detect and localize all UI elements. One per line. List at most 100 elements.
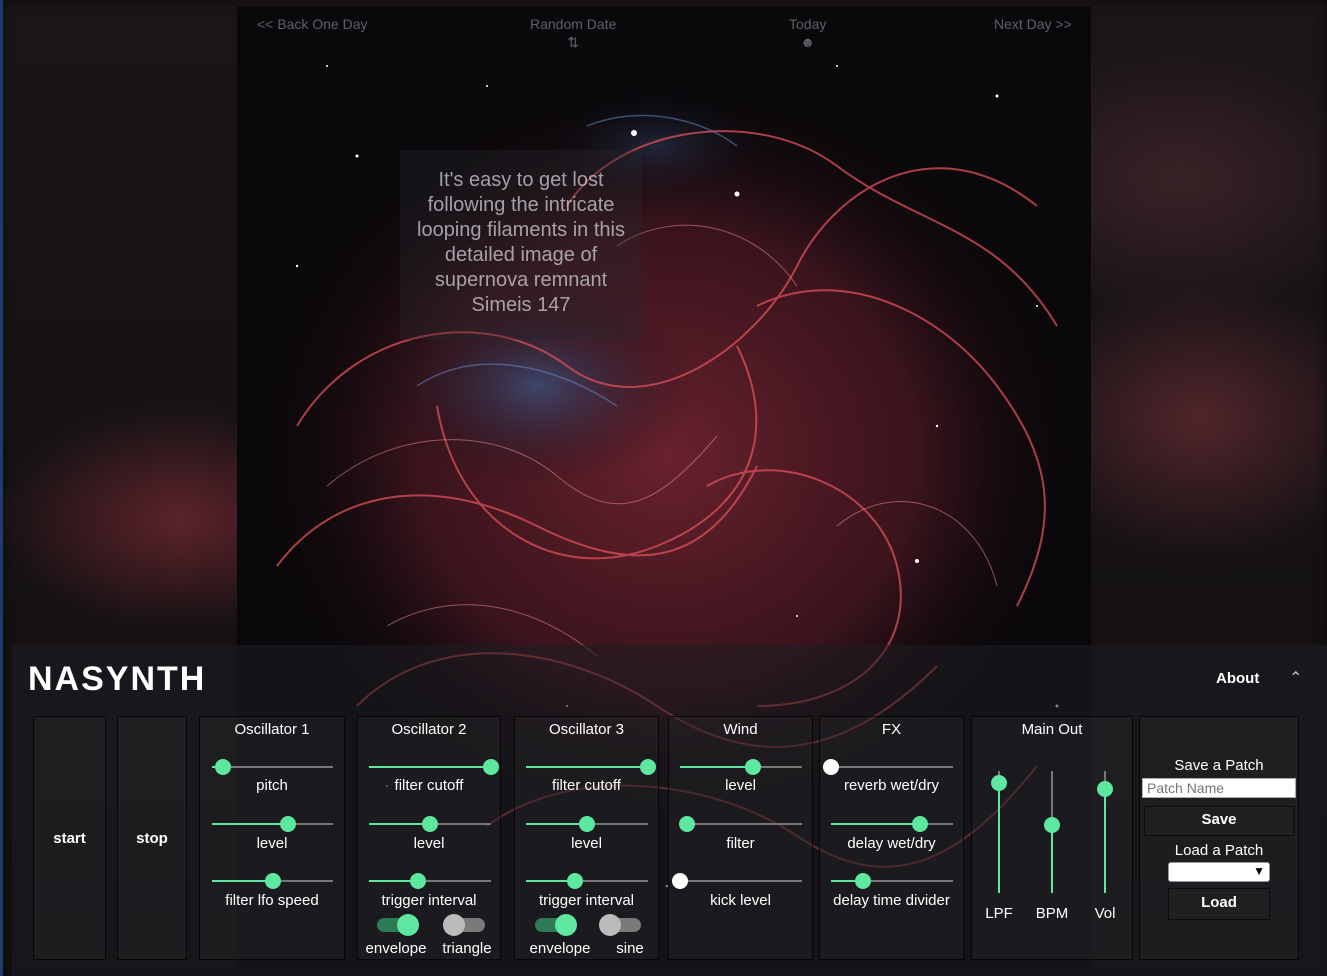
- stop-button[interactable]: stop: [117, 716, 187, 960]
- slider-knob[interactable]: [409, 873, 426, 889]
- slider-fill: [526, 823, 587, 825]
- osc3-envelope-toggle[interactable]: [535, 914, 577, 936]
- osc3-trigger-interval-label: trigger interval: [538, 892, 635, 909]
- bpm-slider[interactable]: [1044, 771, 1060, 893]
- osc1-level-slider[interactable]: [212, 816, 333, 832]
- wind-kick-level-slider[interactable]: [672, 873, 802, 889]
- slider-fill: [212, 823, 289, 825]
- osc2-envelope-toggle[interactable]: [377, 914, 419, 936]
- back-one-day-link[interactable]: << Back One Day: [257, 16, 368, 32]
- slider-fill: [369, 766, 491, 768]
- slider-knob[interactable]: [214, 759, 231, 775]
- panel-title: Oscillator 2: [391, 721, 467, 738]
- chevron-down-icon: ▼: [1253, 864, 1265, 878]
- start-button[interactable]: start: [33, 716, 106, 960]
- next-day-link[interactable]: Next Day >>: [994, 16, 1072, 32]
- slider-knob[interactable]: [823, 759, 839, 775]
- slider-track: [212, 766, 333, 768]
- panel-title: Oscillator 3: [548, 721, 625, 738]
- panel-title: Wind: [723, 721, 758, 738]
- slider-knob[interactable]: [579, 816, 595, 832]
- slider-knob[interactable]: [991, 775, 1007, 792]
- osc2-trigger-interval-label: trigger interval: [381, 892, 477, 909]
- slider-knob[interactable]: [745, 759, 762, 775]
- patch-select-dropdown[interactable]: ▼: [1168, 862, 1270, 882]
- slider-knob[interactable]: [912, 816, 929, 832]
- fx-reverb-label: reverb wet/dry: [843, 777, 940, 794]
- osc1-pitch-label: pitch: [256, 777, 288, 794]
- app-logo: NASYNTH: [28, 660, 207, 698]
- slider-fill: [526, 766, 648, 768]
- osc3-filter-cutoff-slider[interactable]: [526, 759, 656, 775]
- slider-track: [680, 823, 802, 825]
- save-patch-button[interactable]: Save: [1144, 806, 1294, 836]
- slider-track: [526, 880, 648, 882]
- osc3-level-slider[interactable]: [526, 816, 648, 832]
- today-link[interactable]: Today ☻: [789, 16, 826, 50]
- save-patch-heading: Save a Patch: [1174, 757, 1264, 774]
- fx-delay-time-label: delay time divider: [833, 892, 950, 909]
- slider-knob[interactable]: [422, 816, 438, 832]
- lpf-slider[interactable]: [991, 771, 1007, 893]
- random-date-label: Random Date: [530, 16, 617, 32]
- slider-knob[interactable]: [566, 873, 583, 889]
- fx-reverb-slider[interactable]: [823, 759, 953, 775]
- wind-level-slider[interactable]: [680, 759, 802, 775]
- chevron-up-icon[interactable]: ⌃: [1289, 670, 1303, 687]
- fx-panel: FX: [819, 716, 964, 960]
- toggle-knob: [397, 914, 419, 936]
- slider-fill: [526, 880, 575, 882]
- slider-track: [831, 766, 953, 768]
- slider-track: [831, 880, 953, 882]
- slider-fill: [831, 823, 921, 825]
- slider-track: [680, 880, 802, 882]
- osc1-filter-lfo-slider[interactable]: [212, 873, 333, 889]
- osc2-envelope-label: envelope: [365, 940, 427, 957]
- fx-delay-wet-slider[interactable]: [831, 816, 953, 832]
- wind-panel: Wind: [668, 716, 813, 960]
- slider-fill: [369, 823, 430, 825]
- osc1-pitch-slider[interactable]: [212, 759, 333, 775]
- osc1-level-label: level: [256, 835, 288, 852]
- osc2-level-slider[interactable]: [369, 816, 491, 832]
- osc3-filter-cutoff-label: filter cutoff: [552, 777, 621, 794]
- bpm-label: BPM: [1035, 905, 1069, 922]
- osc2-filter-cutoff-label: filter cutoff: [394, 777, 464, 794]
- slider-knob[interactable]: [854, 873, 871, 889]
- slider-track: [369, 880, 491, 882]
- osc2-triangle-toggle[interactable]: [443, 914, 485, 936]
- slider-knob[interactable]: [640, 759, 656, 775]
- osc2-level-label: level: [413, 835, 445, 852]
- lpf-label: LPF: [985, 905, 1013, 922]
- slider-knob[interactable]: [679, 816, 696, 832]
- osc2-triangle-label: triangle: [442, 940, 492, 957]
- osc3-sine-label: sine: [616, 940, 644, 957]
- slider-knob[interactable]: [672, 873, 688, 889]
- osc3-sine-toggle[interactable]: [599, 914, 641, 936]
- toggle-knob: [599, 914, 621, 936]
- about-link[interactable]: About: [1216, 670, 1260, 687]
- panel-title: Main Out: [1021, 721, 1083, 738]
- slider-knob[interactable]: [1044, 816, 1060, 833]
- random-date-link[interactable]: Random Date ⇅: [530, 16, 616, 51]
- panel-title: FX: [881, 721, 902, 738]
- slider-knob[interactable]: [483, 759, 499, 775]
- vol-slider[interactable]: [1097, 771, 1113, 893]
- slider-knob[interactable]: [1097, 781, 1113, 798]
- slider-knob[interactable]: [280, 816, 297, 832]
- wind-level-label: level: [725, 777, 756, 794]
- slider-knob[interactable]: [264, 873, 281, 889]
- patch-name-input[interactable]: [1142, 778, 1296, 798]
- vol-label: Vol: [1094, 905, 1116, 922]
- wind-filter-slider[interactable]: [679, 816, 802, 832]
- osc2-filter-cutoff-slider[interactable]: [369, 759, 499, 775]
- fx-delay-time-slider[interactable]: [831, 873, 953, 889]
- load-patch-button[interactable]: Load: [1168, 888, 1270, 920]
- osc1-filter-lfo-label: filter lfo speed: [225, 892, 319, 909]
- osc2-trigger-interval-slider[interactable]: [369, 873, 491, 889]
- slider-fill: [831, 880, 863, 882]
- osc3-trigger-interval-slider[interactable]: [526, 873, 648, 889]
- synth-control-bar: [12, 645, 1327, 976]
- slider-fill: [998, 783, 1000, 893]
- slider-fill: [369, 880, 418, 882]
